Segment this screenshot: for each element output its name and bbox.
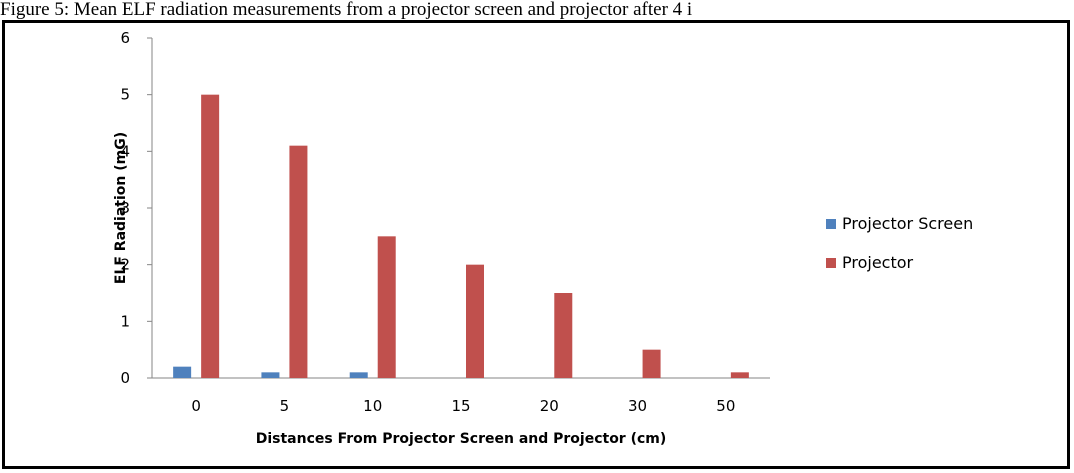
y-tick-label: 5 bbox=[120, 86, 130, 104]
legend-swatch-projector bbox=[826, 258, 836, 268]
y-tick-label: 1 bbox=[120, 312, 130, 330]
bar-projector-0 bbox=[201, 94, 220, 379]
x-tick-labels: 0 5 10 15 20 30 50 bbox=[191, 397, 735, 415]
x-tick-label: 10 bbox=[363, 397, 382, 415]
bar-projector-screen-10 bbox=[349, 372, 368, 378]
bar-projector-20 bbox=[554, 293, 573, 378]
bar-projector-30 bbox=[642, 349, 661, 378]
x-tick-label: 30 bbox=[628, 397, 647, 415]
y-axis-title: ELF Radiation (mG) bbox=[113, 132, 129, 284]
bar-projector-50 bbox=[730, 372, 749, 378]
y-tick-label: 4 bbox=[120, 142, 130, 160]
legend: Projector Screen Projector bbox=[826, 214, 973, 272]
y-tick-label: 0 bbox=[120, 369, 130, 387]
bar-projector-10 bbox=[377, 236, 396, 378]
figure-caption: Figure 5: Mean ELF radiation measurement… bbox=[0, 0, 693, 20]
chart-frame bbox=[2, 20, 1070, 469]
bar-projector-screen-5 bbox=[261, 372, 280, 378]
bar-projector-15 bbox=[466, 264, 484, 378]
legend-label-projector-screen: Projector Screen bbox=[842, 214, 973, 233]
chart-axes bbox=[147, 37, 770, 379]
x-tick-label: 50 bbox=[716, 397, 735, 415]
y-tick-labels: 0 1 2 3 4 5 6 bbox=[120, 29, 130, 387]
x-tick-label: 15 bbox=[451, 397, 470, 415]
x-tick-label: 0 bbox=[191, 397, 201, 415]
y-tick-label: 6 bbox=[120, 29, 130, 47]
bar-projector-5 bbox=[289, 145, 308, 378]
x-axis-title: Distances From Projector Screen and Proj… bbox=[256, 431, 667, 447]
bars-group bbox=[173, 94, 749, 379]
bar-projector-screen-0 bbox=[173, 366, 192, 378]
x-tick-label: 5 bbox=[280, 397, 290, 415]
legend-swatch-projector-screen bbox=[826, 219, 836, 229]
y-tick-label: 2 bbox=[120, 256, 130, 274]
y-tick-label: 3 bbox=[120, 199, 130, 217]
legend-label-projector: Projector bbox=[842, 253, 914, 272]
x-tick-label: 20 bbox=[540, 397, 559, 415]
